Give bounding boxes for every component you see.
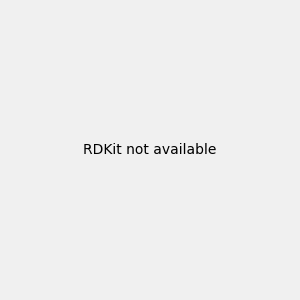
Text: RDKit not available: RDKit not available bbox=[83, 143, 217, 157]
